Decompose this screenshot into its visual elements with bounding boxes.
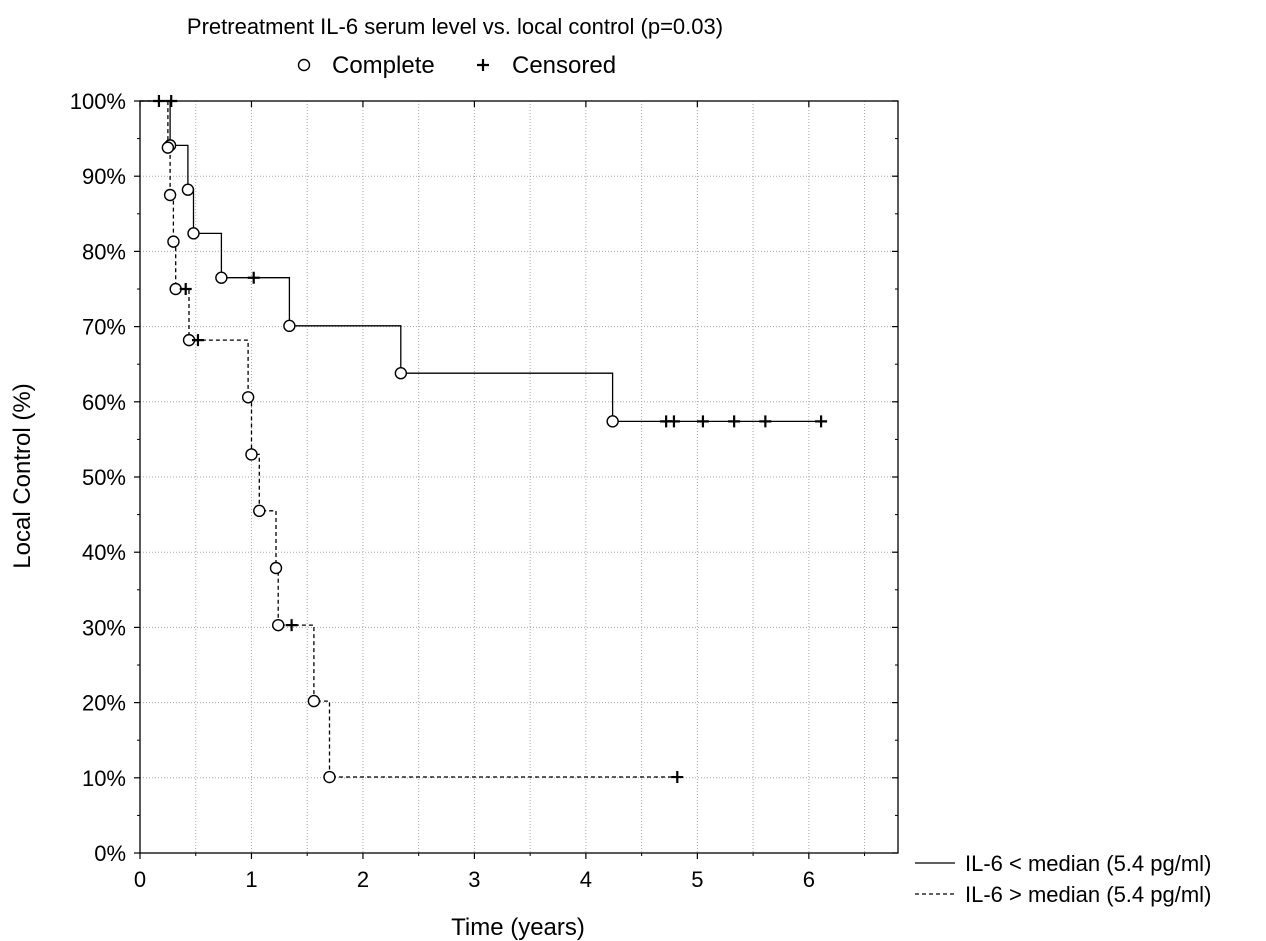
- series-2-censored-mark: [191, 334, 204, 347]
- marker-legend: Complete Censored: [297, 52, 616, 79]
- legend-complete-circle-icon: [297, 58, 311, 72]
- y-tick-label: 80%: [82, 239, 126, 264]
- series-2-event-point: [307, 694, 321, 708]
- series-legend: IL-6 < median (5.4 pg/ml) IL-6 > median …: [915, 851, 1211, 907]
- y-tick-label: 70%: [82, 315, 126, 340]
- y-tick-label: 90%: [82, 164, 126, 189]
- series-2-censored-mark: [165, 95, 178, 107]
- series-1-censored-mark: [728, 415, 741, 428]
- legend-censored-label: Censored: [512, 52, 616, 79]
- series-2-event-point: [163, 188, 177, 202]
- series-1-event-point: [606, 415, 619, 428]
- series-2-event-point: [272, 618, 285, 632]
- series-1-event-point: [394, 367, 408, 380]
- y-tick-label: 50%: [82, 465, 126, 490]
- series-1-censored-mark: [247, 271, 260, 284]
- y-tick-label: 60%: [82, 390, 126, 415]
- series-1-event-point: [283, 319, 296, 333]
- x-tick-label: 2: [357, 867, 369, 892]
- x-tick-label: 1: [245, 867, 257, 892]
- series-1-event-point: [215, 271, 228, 284]
- series-2-event-point: [167, 235, 180, 248]
- series-1-event-point: [187, 227, 200, 240]
- y-tick-label: 0%: [94, 841, 126, 866]
- series-2-event-point: [241, 391, 255, 404]
- series-1-censored-mark: [696, 415, 709, 428]
- y-axis-label: Local Control (%): [9, 383, 36, 568]
- series-2-event-point: [269, 561, 283, 575]
- y-tick-label: 30%: [82, 615, 126, 640]
- series-1-censored-mark: [759, 415, 772, 428]
- series-1-censored-mark: [815, 415, 828, 428]
- series-2-censored-mark: [285, 619, 298, 632]
- x-tick-label: 5: [691, 867, 703, 892]
- series-2-event-point: [245, 448, 258, 461]
- grid-lines: [140, 101, 898, 853]
- legend-series-1-label: IL-6 < median (5.4 pg/ml): [965, 851, 1211, 876]
- series-layer: [140, 95, 828, 784]
- axes: 0 1 2 3 4 5 60%10%20%30%40%50%60%70%80%90%100%: [70, 89, 899, 892]
- x-tick-label: 4: [580, 867, 592, 892]
- legend-censored-plus-icon: [477, 59, 489, 71]
- series-1-censored-mark: [667, 415, 680, 428]
- series-2-event-point: [161, 141, 175, 154]
- y-tick-label: 100%: [70, 89, 126, 114]
- legend-complete-label: Complete: [332, 52, 435, 79]
- x-axis-label: Time (years): [451, 914, 585, 941]
- series-2-event-point: [253, 504, 266, 518]
- series-1-curve: [140, 100, 822, 423]
- series-2-curve: [140, 100, 678, 778]
- y-tick-label: 10%: [82, 766, 126, 791]
- series-1-event-point: [181, 183, 195, 196]
- legend-series-2-label: IL-6 > median (5.4 pg/ml): [965, 882, 1211, 907]
- x-tick-label: 0: [134, 867, 146, 892]
- series-2-censored-mark: [179, 283, 192, 295]
- x-tick-label: 3: [468, 867, 480, 892]
- series-2-censored-mark: [671, 771, 684, 784]
- y-tick-label: 40%: [82, 540, 126, 565]
- y-tick-label: 20%: [82, 691, 126, 716]
- x-tick-label: 6: [803, 867, 815, 892]
- series-2-event-point: [323, 770, 336, 784]
- chart-title: Pretreatment IL-6 serum level vs. local …: [187, 14, 723, 39]
- series-2-event-point: [169, 282, 182, 296]
